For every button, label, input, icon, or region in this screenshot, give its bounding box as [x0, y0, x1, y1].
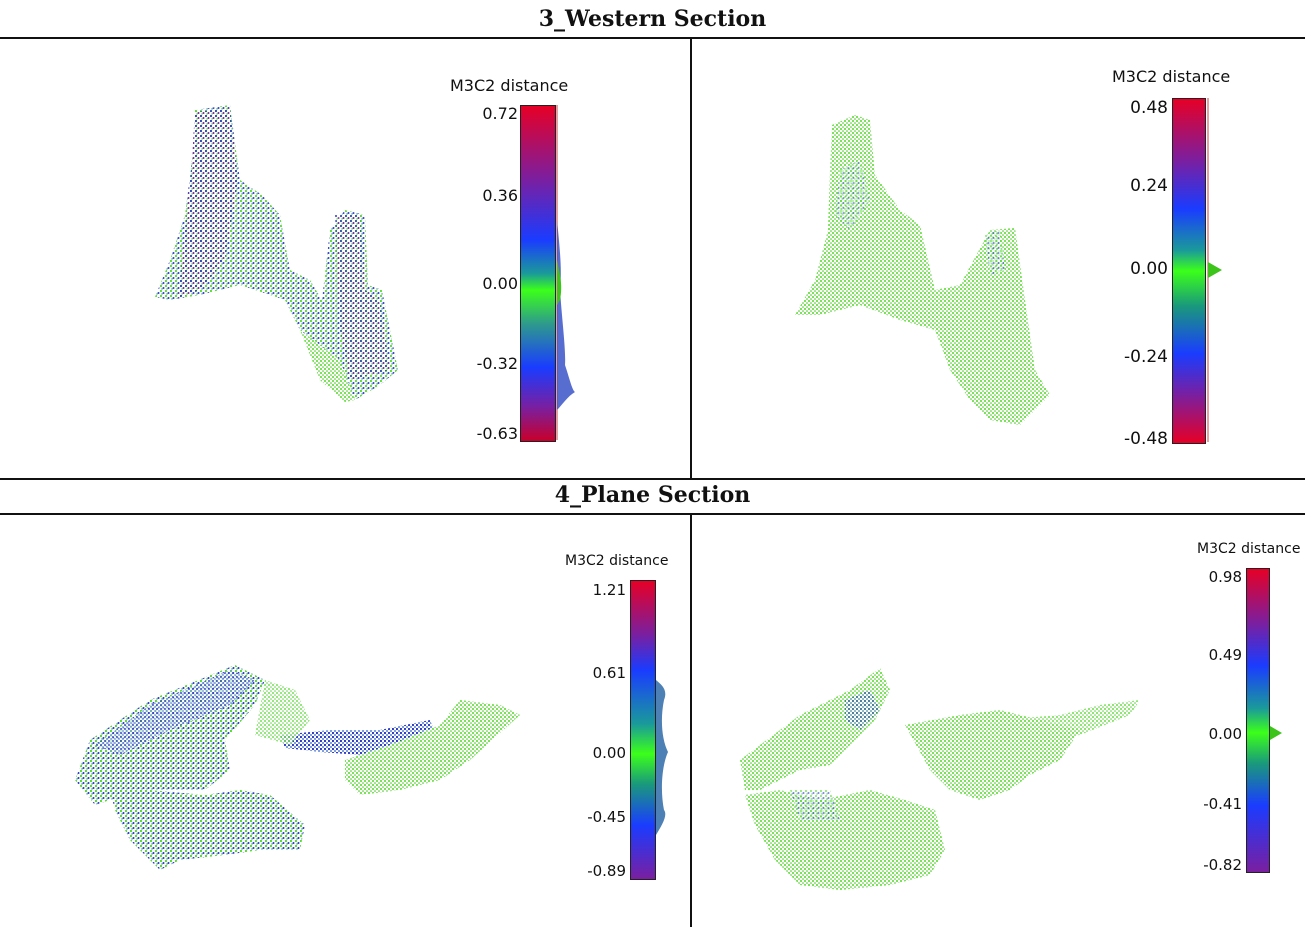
tick-label: 0.00	[1130, 259, 1168, 279]
section-title-western: 3_Western Section	[538, 6, 767, 32]
scale-title: M3C2 distance	[1197, 541, 1301, 557]
tick-label: 0.00	[592, 744, 626, 762]
point-cloud-plane-right	[740, 668, 1140, 890]
point-cloud-western-right	[795, 115, 1050, 425]
tick-label: -0.45	[587, 808, 626, 826]
divider-top	[0, 37, 1305, 39]
tick-label: -0.63	[476, 424, 518, 443]
tick-label: 0.49	[1208, 646, 1242, 664]
tick-label: 0.24	[1130, 176, 1168, 196]
point-cloud-western-left	[155, 105, 398, 402]
colorbar	[1246, 568, 1270, 873]
scale-title: M3C2 distance	[565, 553, 669, 569]
section-title-plane: 4_Plane Section	[554, 482, 751, 508]
tick-label: -0.82	[1203, 856, 1242, 874]
colorbar	[1172, 98, 1206, 444]
tick-label: -0.32	[476, 354, 518, 373]
scale-title: M3C2 distance	[450, 76, 569, 95]
divider-vertical-bottom	[690, 514, 692, 927]
divider-mid	[0, 478, 1305, 480]
tick-label: 0.00	[482, 274, 518, 293]
tick-label: -0.48	[1124, 429, 1168, 449]
tick-label: 0.61	[592, 664, 626, 682]
tick-label: -0.24	[1124, 347, 1168, 367]
tick-label: 0.72	[482, 104, 518, 123]
tick-label: -0.41	[1203, 795, 1242, 813]
colorbar	[520, 105, 556, 442]
divider-vertical-top	[690, 38, 692, 478]
tick-label: -0.89	[587, 862, 626, 880]
tick-label: 0.00	[1208, 725, 1242, 743]
tick-label: 0.98	[1208, 568, 1242, 586]
divider-plane	[0, 513, 1305, 515]
tick-label: 0.48	[1130, 98, 1168, 118]
tick-label: 0.36	[482, 186, 518, 205]
scale-title: M3C2 distance	[1112, 67, 1231, 86]
colorbar	[630, 580, 656, 880]
point-cloud-plane-left	[75, 665, 520, 870]
tick-label: 1.21	[592, 581, 626, 599]
